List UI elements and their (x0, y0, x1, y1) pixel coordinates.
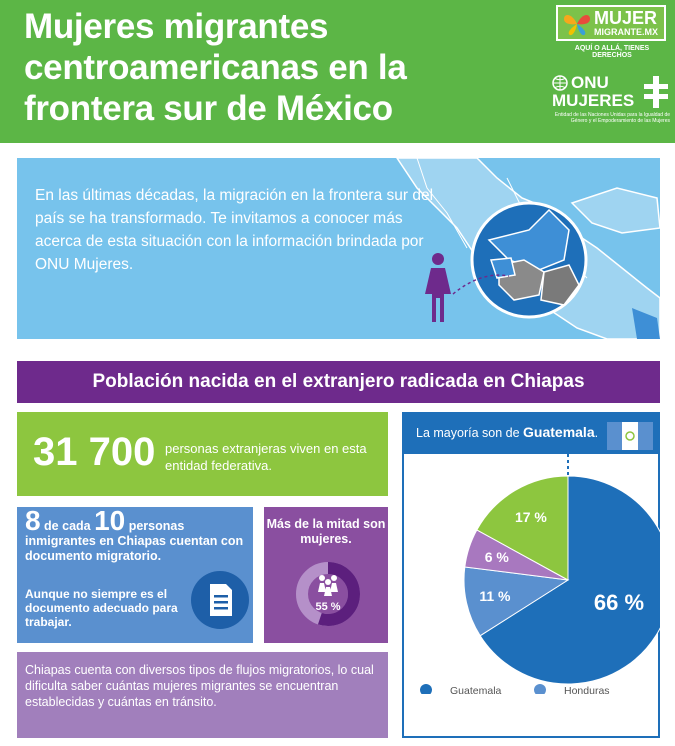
pie-title-prefix: La mayoría son de (416, 426, 524, 440)
intro-panel: En las últimas décadas, la migración en … (17, 158, 660, 339)
women-percent-arc (296, 562, 360, 626)
stat-foreign-population: 31 700 personas extranjeras viven en est… (17, 412, 388, 496)
logo-mm-main: MUJER (594, 8, 658, 28)
logo-tagline: AQUÍ O ALLÁ, TIENES DERECHOS (574, 45, 650, 59)
pie-label-honduras: 11 % (479, 588, 511, 604)
pie-header: La mayoría son de Guatemala. (402, 412, 660, 454)
origin-pie-chart: 66 %11 %6 %17 % GuatemalaHondurasEl Salv… (420, 454, 660, 694)
stat2-rest: personas inmigrantes en Chiapas cuentan … (25, 519, 244, 563)
stat2-num-a: 8 (25, 505, 41, 536)
onu-subtitle: Entidad de las Naciones Unidas para la I… (554, 112, 670, 124)
pie-slice-guatemala (479, 475, 660, 685)
guatemala-map-icon (470, 201, 588, 319)
legend-dot-honduras (534, 684, 546, 694)
un-emblem-icon (552, 75, 568, 91)
logo-mm-sub: MIGRANTE.MX (594, 27, 658, 37)
stat2-num-b: 10 (94, 505, 126, 536)
section-banner: Población nacida en el extranjero radica… (17, 361, 660, 403)
pie-label-guatemala: 66 % (594, 590, 644, 615)
guatemala-flag-icon (607, 422, 653, 450)
butterfly-icon (564, 14, 590, 36)
pie-title: La mayoría son de Guatemala. (416, 424, 598, 440)
onu-title-1: ONU (571, 73, 609, 92)
equality-symbol-icon (644, 76, 668, 108)
legend-dot-guatemala (420, 684, 432, 694)
women-group-icon (318, 575, 338, 596)
pie-title-bold: Guatemala (523, 424, 595, 440)
note-text: Chiapas cuenta con diversos tipos de flu… (25, 663, 374, 709)
mujer-migrante-logo[interactable]: MUJER MIGRANTE.MX (556, 5, 666, 41)
legend-label-honduras: Honduras (564, 685, 610, 694)
stat-documented: 8 de cada 10 personas inmigrantes en Chi… (17, 507, 253, 643)
stat2-de-cada: de cada (40, 519, 95, 533)
onu-mujeres-logo[interactable]: ONU MUJERES (552, 74, 670, 114)
stat1-text: personas extranjeras viven en esta entid… (165, 441, 367, 473)
onu-title-2: MUJERES (552, 91, 635, 110)
flows-note: Chiapas cuenta con diversos tipos de flu… (17, 652, 388, 738)
stat-women: Más de la mitad son mujeres. 55 % (264, 507, 388, 643)
document-icon (191, 571, 249, 629)
pie-label-el-salvador: 6 % (485, 549, 510, 565)
page-title: Mujeres migrantes centroamericanas en la… (24, 7, 407, 128)
stat3-text: Más de la mitad son mujeres. (266, 517, 386, 546)
stat2-text: 8 de cada 10 personas inmigrantes en Chi… (25, 507, 255, 564)
dotted-connector (452, 274, 510, 295)
women-percent-donut: 55 % (296, 562, 360, 626)
pie-title-suffix: . (594, 426, 599, 440)
legend-label-guatemala: Guatemala (450, 685, 502, 694)
stat2-note: Aunque no siempre es el documento adecua… (25, 587, 178, 629)
pie-slice-resto-de-países (476, 475, 569, 581)
pie-slice-honduras (463, 566, 570, 637)
stat1-number: 31 700 (33, 430, 156, 474)
women-percent-label: 55 % (315, 601, 340, 613)
woman-icon (425, 253, 451, 322)
intro-text: En las últimas décadas, la migración en … (35, 187, 434, 273)
pie-label-resto-de-países: 17 % (515, 509, 547, 525)
